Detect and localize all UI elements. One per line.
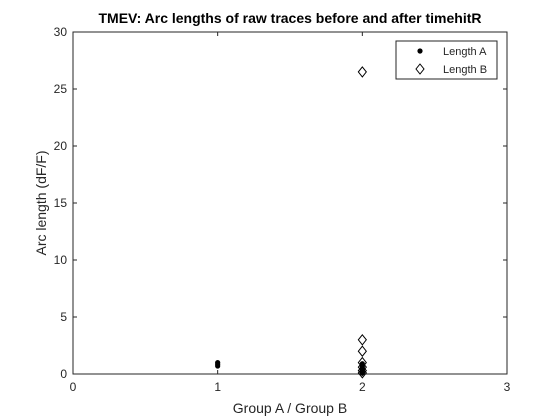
point-length-b [357, 364, 367, 377]
data-marks [215, 66, 367, 379]
y-tick-label: 15 [54, 196, 68, 210]
y-axis-label: Arc length (dF/F) [33, 150, 49, 255]
legend-label-length-a: Length A [443, 46, 487, 58]
x-tick-label: 3 [504, 380, 511, 394]
y-tick-label: 0 [60, 367, 67, 381]
x-axis-label: Group A / Group B [233, 400, 347, 416]
point-length-b [357, 345, 367, 358]
point-length-b [357, 367, 367, 379]
point-length-a [215, 360, 221, 366]
x-tick-label: 1 [214, 380, 221, 394]
x-tick-label: 0 [70, 380, 77, 394]
y-tick-label: 30 [54, 25, 68, 39]
legend-marker-length-b [415, 63, 425, 75]
point-length-b [357, 333, 367, 346]
point-length-a [359, 361, 365, 367]
legend-box [395, 40, 498, 80]
y-tick-label: 5 [60, 310, 67, 324]
legend-label-length-b: Length B [443, 64, 487, 76]
legend: Length A Length B [395, 40, 498, 80]
y-tick-label: 10 [54, 253, 68, 267]
point-length-b [357, 66, 367, 78]
point-length-b [357, 361, 367, 373]
legend-marker-length-a [417, 48, 423, 54]
plot-area [72, 31, 508, 375]
chart-title: TMEV: Arc lengths of raw traces before a… [98, 10, 481, 26]
y-tick-label: 20 [54, 139, 68, 153]
x-tick-label: 2 [359, 380, 366, 394]
y-tick-label: 25 [54, 82, 68, 96]
